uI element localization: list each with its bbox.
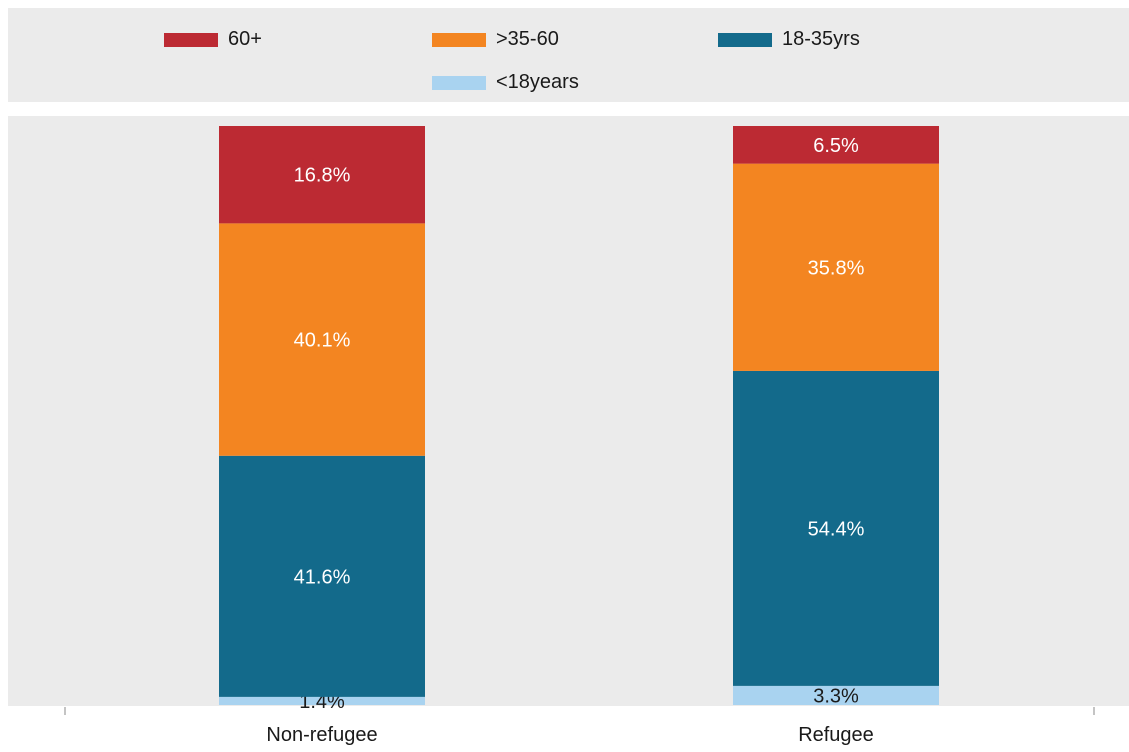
bar-segment-refugee-35-60 bbox=[733, 163, 939, 371]
bar-segment-non-refugee-60 bbox=[219, 126, 425, 224]
legend-swatch-35-60 bbox=[432, 32, 486, 47]
legend-item-35-60: >35-60 bbox=[432, 28, 559, 51]
legend-label-35-60: >35-60 bbox=[496, 28, 559, 50]
data-label-non-refugee-60: 16.8% bbox=[294, 165, 351, 187]
legend-swatch-18-35 bbox=[718, 32, 772, 47]
bar-segment-refugee-18-35yrs bbox=[733, 370, 939, 686]
legend-label-18-35: 18-35yrs bbox=[782, 28, 860, 50]
data-label-refugee-18years: 3.3% bbox=[813, 685, 859, 707]
x-tick-label-non-refugee: Non-refugee bbox=[266, 724, 377, 746]
data-label-refugee-18-35yrs: 54.4% bbox=[808, 518, 865, 540]
data-label-non-refugee-35-60: 40.1% bbox=[294, 330, 351, 352]
chart-legend: 60+ >35-60 18-35yrs <18years bbox=[8, 8, 1129, 102]
legend-item-60-plus: 60+ bbox=[164, 28, 262, 51]
bar-segment-non-refugee-18-35yrs bbox=[219, 455, 425, 697]
legend-item-18-35: 18-35yrs bbox=[718, 28, 860, 51]
bar-segment-refugee-60 bbox=[733, 126, 939, 164]
data-label-non-refugee-18-35yrs: 41.6% bbox=[294, 566, 351, 588]
bar-segment-non-refugee-18years bbox=[219, 696, 425, 705]
data-label-refugee-35-60: 35.8% bbox=[808, 257, 865, 279]
x-tick-label-refugee: Refugee bbox=[798, 724, 874, 746]
legend-swatch-60-plus bbox=[164, 32, 218, 47]
legend-label-under-18: <18years bbox=[496, 71, 579, 93]
legend-label-60-plus: 60+ bbox=[228, 28, 262, 50]
bar-segment-non-refugee-35-60 bbox=[219, 223, 425, 456]
data-label-refugee-60: 6.5% bbox=[813, 135, 859, 157]
legend-item-under-18: <18years bbox=[432, 71, 579, 94]
legend-swatch-under-18 bbox=[432, 75, 486, 90]
plot-panel bbox=[8, 116, 1129, 706]
bar-segment-refugee-18years bbox=[733, 685, 939, 705]
